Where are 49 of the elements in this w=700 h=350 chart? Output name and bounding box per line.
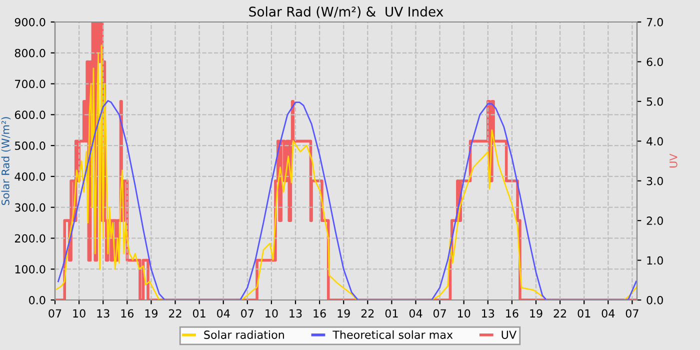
x-tick-label: 01: [192, 309, 206, 318]
y2-tick-label: 2.0: [646, 216, 663, 225]
x-tick-label: 13: [97, 309, 110, 318]
x-tick-label: 16: [506, 309, 518, 318]
y2-tick-label: 3.0: [646, 176, 663, 186]
x-tick-label: 01: [578, 309, 590, 318]
x-tick-label: 10: [266, 309, 278, 318]
y-tick-label: 300.0: [15, 203, 46, 212]
y2-tick-label: 7.0: [646, 18, 663, 26]
legend-label: Solar radiation: [204, 330, 284, 339]
x-tick-label: 19: [530, 309, 542, 318]
y-tick-label: 800.0: [14, 48, 46, 58]
x-tick-label: 19: [338, 309, 350, 318]
y-tick-label: 900.0: [14, 18, 46, 26]
x-tick-label: 22: [554, 309, 566, 318]
x-tick-label: 22: [361, 309, 374, 318]
y2-tick-label: 4.0: [646, 137, 663, 146]
y-tick-label: 700.0: [15, 80, 46, 88]
y2-tick-label: 0.0: [646, 296, 663, 304]
x-tick-label: 07: [241, 309, 254, 318]
x-tick-label: 16: [314, 309, 326, 318]
y-tick-label: 400.0: [14, 172, 46, 181]
x-tick-label: 16: [121, 309, 134, 318]
x-tick-label: 01: [385, 309, 398, 318]
y2-axis-title: UV: [670, 154, 678, 168]
x-tick-label: 19: [145, 309, 158, 318]
x-tick-label: 10: [73, 309, 86, 318]
legend-label: Theoretical solar max: [332, 330, 453, 339]
x-tick-label: 13: [482, 309, 494, 318]
x-tick-label: 22: [168, 309, 182, 318]
x-tick-label: 04: [602, 309, 615, 318]
y2-tick-label: 5.0: [646, 97, 663, 106]
x-tick-label: 07: [48, 309, 62, 318]
x-tick-label: 13: [290, 309, 302, 318]
x-tick-label: 10: [458, 309, 470, 318]
legend-label: UV: [502, 330, 516, 339]
y2-tick-label: 6.0: [646, 58, 663, 66]
x-tick-label: 07: [433, 309, 446, 318]
x-tick-label: 07: [626, 309, 638, 318]
x-tick-label: 04: [409, 309, 422, 318]
chart-title: Solar Rad (W/m²) & UV Index: [249, 6, 444, 18]
y-tick-label: 500.0: [15, 142, 46, 150]
y-tick-label: 600.0: [14, 110, 46, 120]
y-tick-label: 0.0: [29, 296, 46, 304]
x-tick-label: 04: [217, 309, 230, 318]
y-axis-title: Solar Rad (W/m²): [1, 117, 11, 206]
y-tick-label: 100.0: [15, 265, 46, 274]
y-tick-label: 200.0: [14, 234, 46, 243]
y2-tick-label: 1.0: [647, 256, 663, 265]
